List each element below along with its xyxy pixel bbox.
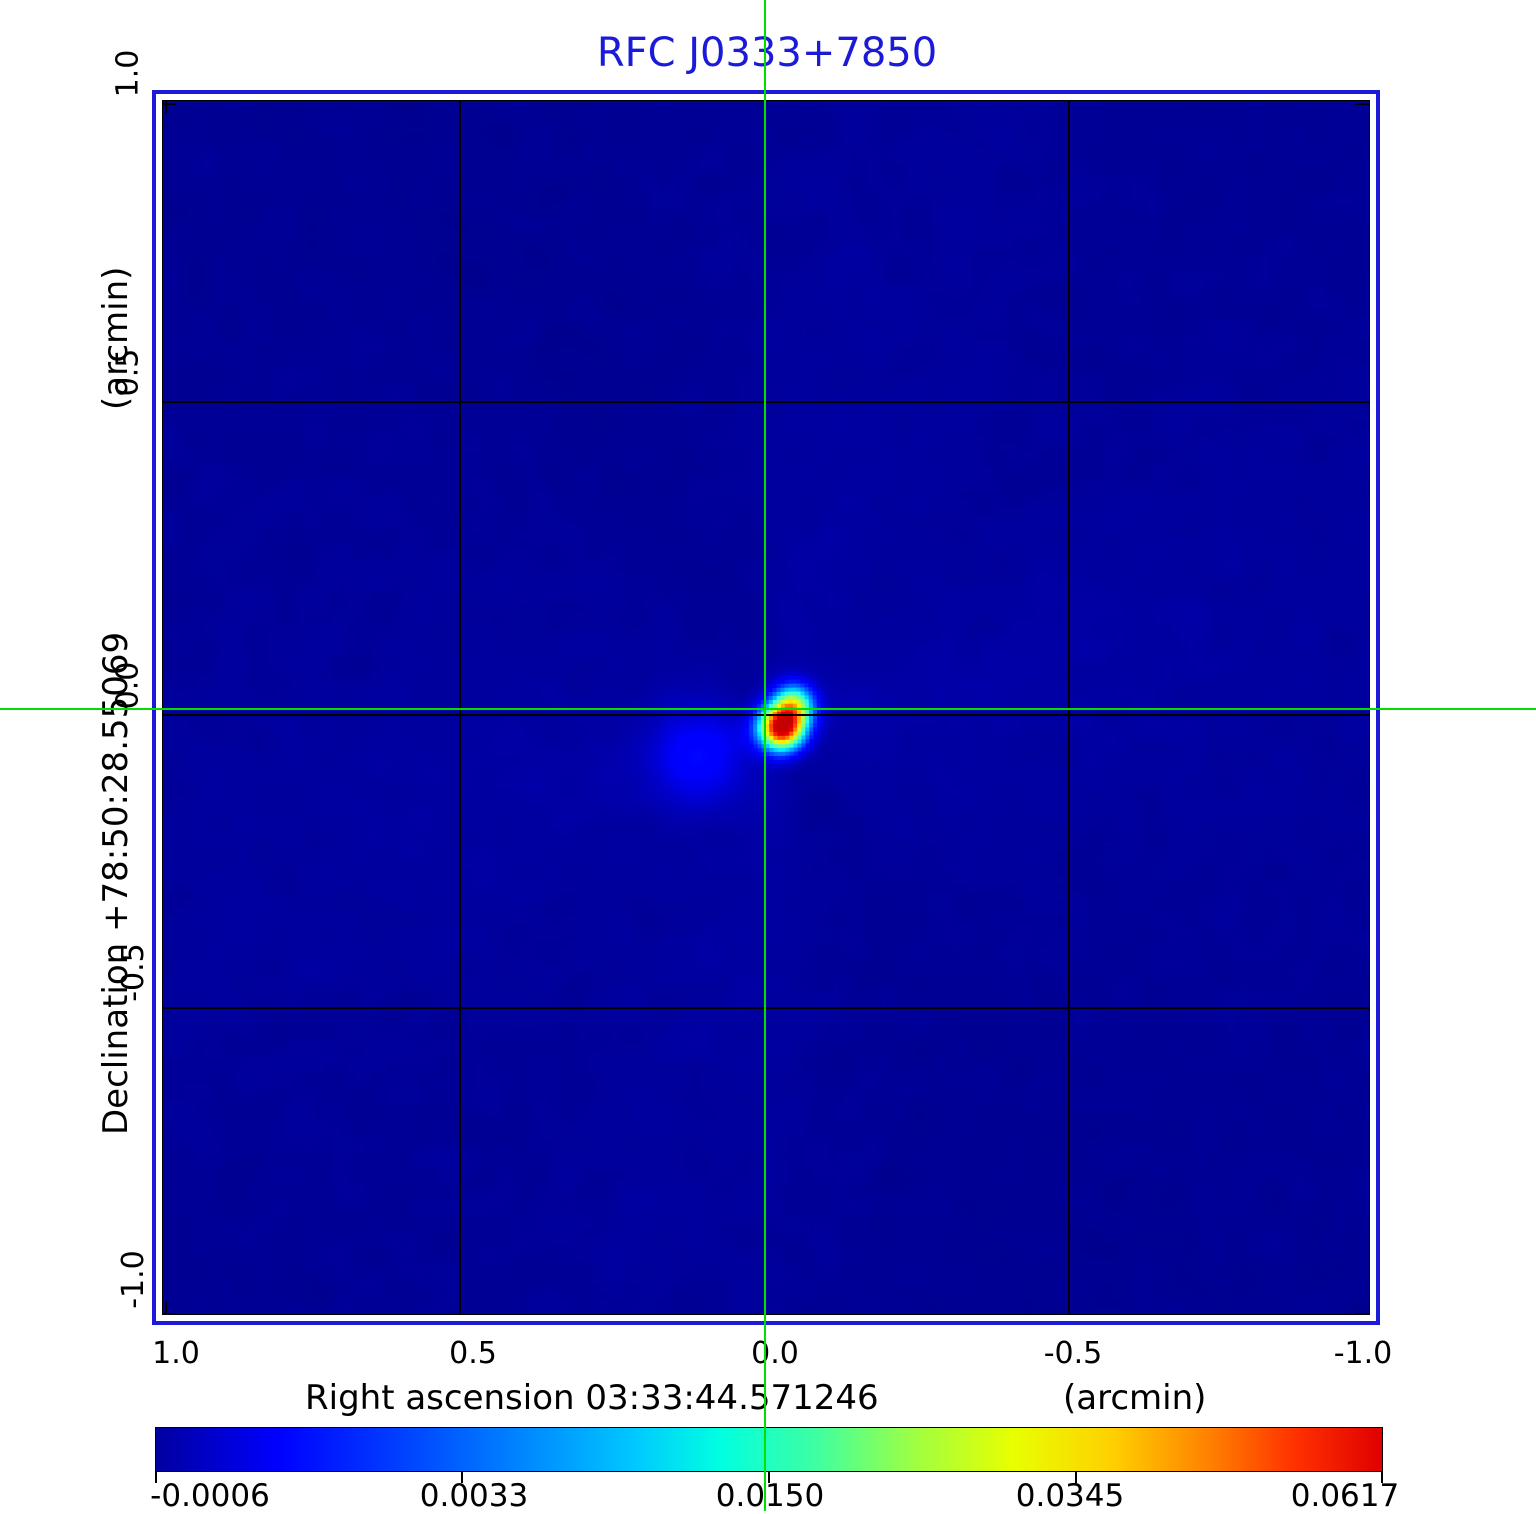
xtick-mark-top-1.0 bbox=[165, 101, 167, 114]
ytick-label--1.0: -1.0 bbox=[104, 1250, 163, 1309]
plot-title-text: RFC J0333+7850 bbox=[596, 30, 938, 76]
ytick-mark-right-0.0 bbox=[1356, 714, 1369, 716]
ytick-mark-0.5 bbox=[163, 401, 176, 403]
xtick-label-1.0: 1.0 bbox=[152, 1336, 200, 1371]
plot-frame bbox=[152, 90, 1380, 1325]
x-axis-units: (arcmin) bbox=[1063, 1378, 1207, 1418]
xtick-label--1.0: -1.0 bbox=[1333, 1336, 1393, 1371]
colorbar-tick-2 bbox=[768, 1472, 770, 1483]
xtick-label--0.5: -0.5 bbox=[1043, 1336, 1103, 1371]
colorbar-label-1: 0.0033 bbox=[419, 1478, 529, 1514]
xtick-mark-1.0 bbox=[165, 1301, 167, 1314]
ytick-mark-right--1.0 bbox=[1356, 1313, 1369, 1314]
xtick-mark-top-0.5 bbox=[459, 101, 461, 114]
ytick-label-1.0-text: 1.0 bbox=[110, 49, 146, 98]
ytick-mark-1.0 bbox=[163, 103, 176, 105]
xtick-label-0.0: 0.0 bbox=[751, 1336, 799, 1371]
ytick-mark-0.0 bbox=[163, 714, 176, 716]
ytick-mark-right-1.0 bbox=[1356, 103, 1369, 105]
x-axis-label: Right ascension 03:33:44.571246 bbox=[305, 1378, 879, 1418]
ytick-label--1.0-text: -1.0 bbox=[115, 1250, 151, 1309]
colorbar-label-4: 0.0617 bbox=[1290, 1478, 1400, 1514]
ytick-label-1.0: 1.0 bbox=[104, 50, 152, 98]
colorbar-label-3: 0.0345 bbox=[1015, 1478, 1125, 1514]
colorbar-tick-3 bbox=[1075, 1472, 1077, 1483]
xtick-mark--0.5 bbox=[1068, 1301, 1070, 1314]
colorbar-container bbox=[155, 1427, 1383, 1483]
xtick-label-0.5: 0.5 bbox=[449, 1336, 497, 1371]
crosshair-vertical bbox=[764, 0, 766, 1511]
colorbar-tick-0 bbox=[155, 1472, 157, 1483]
ytick-mark-right--0.5 bbox=[1356, 1007, 1369, 1009]
colorbar-label-0: -0.0006 bbox=[150, 1478, 270, 1514]
xtick-mark-0.5 bbox=[459, 1301, 461, 1314]
y-axis-units: (arcmin) bbox=[96, 266, 136, 410]
colorbar-tick-1 bbox=[461, 1472, 463, 1483]
crosshair-horizontal bbox=[0, 708, 1536, 710]
xtick-mark-top--0.5 bbox=[1068, 101, 1070, 114]
colorbar-tick-4 bbox=[1381, 1472, 1383, 1483]
plot-title: RFC J0333+7850 bbox=[152, 30, 1382, 76]
colorbar-label-2: 0.0150 bbox=[715, 1478, 825, 1514]
ytick-mark--0.5 bbox=[163, 1007, 176, 1009]
ytick-mark-right-0.5 bbox=[1356, 401, 1369, 403]
colorbar-gradient bbox=[155, 1427, 1383, 1472]
ytick-mark--1.0 bbox=[163, 1313, 176, 1314]
